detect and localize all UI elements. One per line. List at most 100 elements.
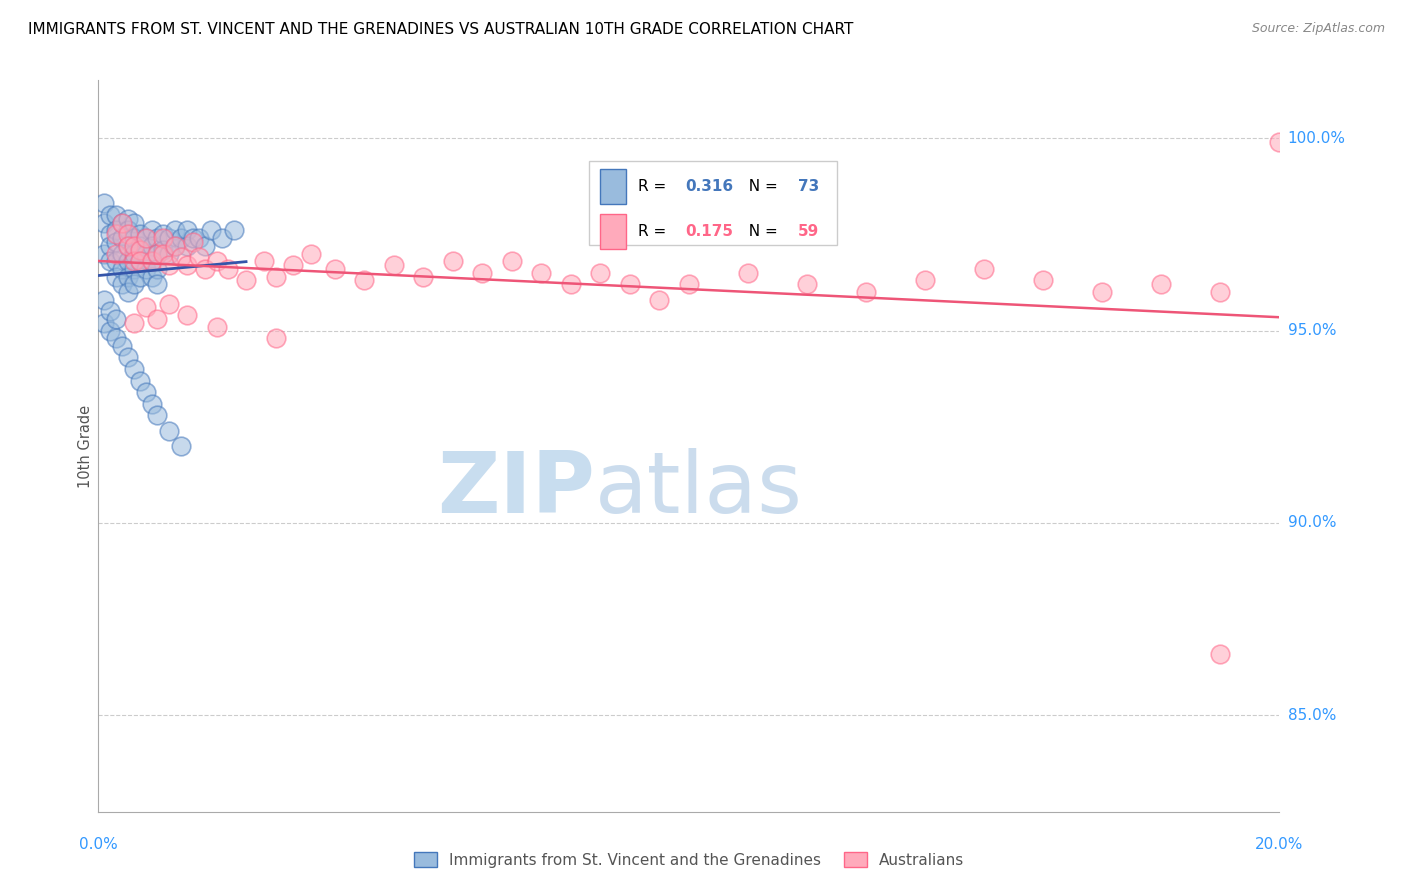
Text: N =: N = (738, 178, 782, 194)
Point (678, 277, 700, 292)
Point (146, 277, 169, 292)
Point (1091, 285, 1114, 299)
Point (170, 251, 193, 265)
Point (105, 246, 128, 260)
Point (128, 254, 150, 268)
Point (146, 261, 169, 276)
Point (128, 254, 150, 268)
Point (141, 269, 163, 284)
Point (135, 385, 157, 400)
Point (122, 231, 145, 245)
Text: R =: R = (638, 224, 671, 239)
Text: 0.0%: 0.0% (79, 837, 118, 852)
Point (1209, 285, 1232, 299)
Point (93, 293, 115, 307)
Point (501, 254, 523, 268)
Point (111, 231, 134, 245)
Point (117, 269, 139, 284)
Point (253, 254, 276, 268)
Text: 85.0%: 85.0% (1288, 708, 1336, 723)
Point (117, 223, 139, 237)
Point (128, 227, 150, 242)
Point (105, 235, 128, 249)
Point (98, 208, 121, 222)
Point (146, 246, 169, 260)
Point (146, 312, 169, 326)
Point (122, 246, 145, 260)
Point (200, 223, 222, 237)
Point (441, 254, 464, 268)
Point (135, 231, 157, 245)
Point (122, 362, 145, 376)
Text: IMMIGRANTS FROM ST. VINCENT AND THE GRENADINES VS AUSTRALIAN 10TH GRADE CORRELAT: IMMIGRANTS FROM ST. VINCENT AND THE GREN… (28, 22, 853, 37)
Point (105, 208, 128, 222)
Point (146, 408, 169, 422)
Text: 59: 59 (797, 224, 818, 239)
Point (264, 269, 287, 284)
Point (105, 227, 128, 242)
Point (141, 397, 163, 411)
Point (855, 285, 877, 299)
Point (146, 246, 169, 260)
Point (152, 227, 174, 242)
Point (128, 243, 150, 257)
Point (98, 304, 121, 318)
Point (146, 231, 169, 245)
Point (589, 266, 612, 280)
Point (111, 216, 134, 230)
Point (111, 339, 134, 353)
Point (560, 277, 582, 292)
Point (176, 223, 198, 237)
Text: 100.0%: 100.0% (1288, 130, 1346, 145)
Point (157, 258, 180, 272)
Point (117, 285, 139, 299)
Point (135, 231, 157, 245)
Point (181, 231, 204, 245)
Point (117, 239, 139, 253)
Point (122, 316, 145, 330)
FancyBboxPatch shape (600, 214, 626, 249)
Point (176, 308, 198, 322)
Point (619, 277, 641, 292)
Point (122, 261, 145, 276)
Text: 20.0%: 20.0% (1256, 837, 1303, 852)
Point (98, 239, 121, 253)
Legend: Immigrants from St. Vincent and the Grenadines, Australians: Immigrants from St. Vincent and the Gren… (408, 846, 970, 874)
Point (122, 254, 145, 268)
Point (176, 258, 198, 272)
FancyBboxPatch shape (589, 161, 837, 245)
Point (93, 316, 115, 330)
Point (111, 216, 134, 230)
Point (205, 319, 228, 334)
Point (152, 243, 174, 257)
Point (117, 239, 139, 253)
Point (135, 246, 157, 260)
Point (141, 254, 163, 268)
Point (471, 266, 494, 280)
Point (299, 246, 322, 260)
Point (98, 254, 121, 268)
Point (205, 254, 228, 268)
Point (105, 254, 128, 268)
Point (1268, 135, 1291, 149)
Point (105, 331, 128, 345)
Point (217, 261, 239, 276)
Point (157, 296, 180, 310)
Text: ZIP: ZIP (437, 449, 595, 532)
Point (157, 246, 180, 260)
Point (122, 277, 145, 292)
Point (141, 254, 163, 268)
Point (165, 239, 187, 253)
Point (93, 246, 115, 260)
Point (283, 258, 305, 272)
Point (1209, 647, 1232, 661)
Point (105, 269, 128, 284)
Point (170, 439, 193, 453)
Point (128, 269, 150, 284)
Point (98, 227, 121, 242)
Point (105, 223, 128, 237)
Point (1032, 273, 1054, 287)
Point (165, 223, 187, 237)
Point (111, 246, 134, 260)
Point (141, 223, 163, 237)
